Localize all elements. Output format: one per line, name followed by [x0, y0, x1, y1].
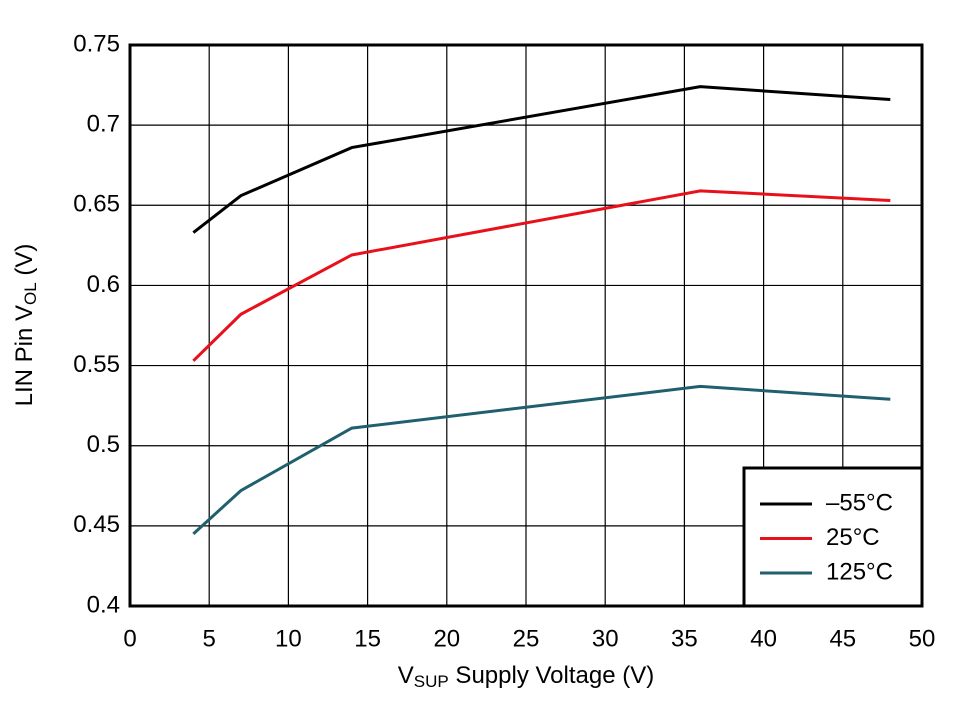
- series-line: [192, 384, 891, 535]
- y-label-part: LIN Pin V: [11, 305, 38, 406]
- y-tick-label: 0.5: [87, 431, 120, 458]
- y-label-part: (V): [11, 244, 38, 283]
- series-line: [192, 189, 891, 362]
- x-tick-label: 40: [750, 625, 777, 652]
- x-axis-label: VSUP Supply Voltage (V): [398, 662, 654, 691]
- x-label-sub: SUP: [414, 672, 449, 691]
- legend-label: 125°C: [826, 558, 893, 585]
- x-tick-label: 35: [671, 625, 698, 652]
- y-tick-label: 0.6: [87, 271, 120, 298]
- y-tick-label: 0.55: [73, 351, 120, 378]
- y-tick-label: 0.45: [73, 511, 120, 538]
- x-tick-label: 20: [433, 625, 460, 652]
- x-tick-label: 15: [354, 625, 381, 652]
- legend-label: 25°C: [826, 524, 880, 551]
- x-tick-label: 50: [909, 625, 936, 652]
- x-tick-label: 10: [275, 625, 302, 652]
- y-tick-label: 0.75: [73, 30, 120, 57]
- x-tick-label: 0: [123, 625, 136, 652]
- x-label-part: Supply Voltage (V): [449, 662, 654, 689]
- x-tick-label: 45: [829, 625, 856, 652]
- x-tick-label: 30: [592, 625, 619, 652]
- legend-label: –55°C: [826, 489, 893, 516]
- y-tick-label: 0.7: [87, 110, 120, 137]
- plot-frame: [128, 43, 924, 608]
- series-line: [192, 85, 891, 234]
- y-axis-label: LIN Pin VOL (V): [11, 244, 40, 407]
- y-tick-label: 0.65: [73, 191, 120, 218]
- x-label-part: V: [398, 662, 414, 689]
- x-tick-label: 25: [513, 625, 540, 652]
- y-label-sub: OL: [21, 282, 40, 305]
- x-tick-label: 5: [203, 625, 216, 652]
- y-tick-label: 0.4: [87, 591, 120, 618]
